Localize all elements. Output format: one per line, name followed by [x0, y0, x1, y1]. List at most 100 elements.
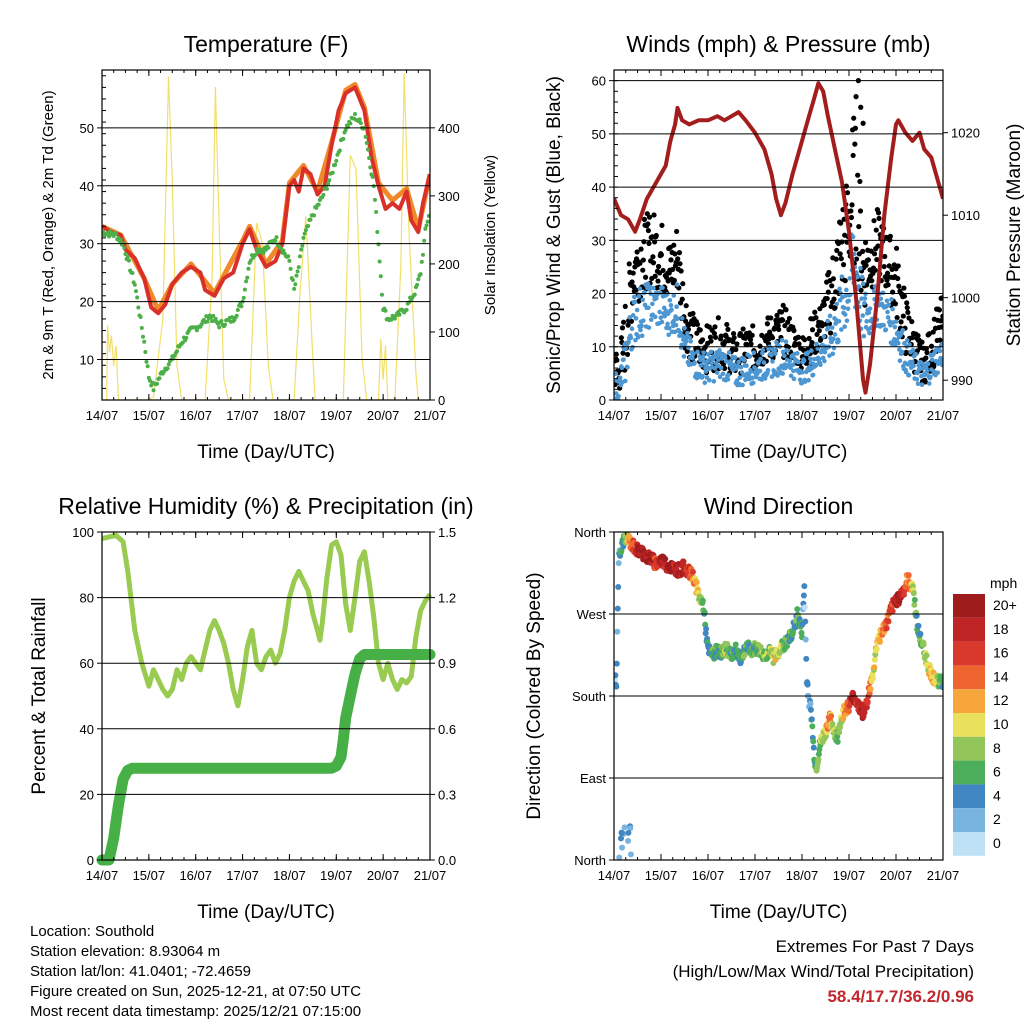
gust-point: [853, 256, 860, 262]
gust-point: [816, 328, 822, 334]
gust-point: [712, 324, 718, 330]
wind_direction-ytick-label: East: [580, 771, 606, 786]
direction-point: [741, 651, 748, 658]
wind-point: [855, 274, 860, 280]
winds-xtick-label: 17/07: [739, 408, 772, 423]
wind-point: [902, 340, 907, 346]
wind-point: [725, 377, 731, 382]
colorbar-label: 14: [993, 668, 1009, 684]
dewpoint-point: [235, 308, 240, 313]
winds-ytick-label: 0: [599, 393, 606, 408]
dewpoint-point: [144, 359, 149, 364]
dewpoint-point: [132, 282, 137, 287]
wind-point: [625, 365, 630, 370]
direction-point: [877, 638, 884, 645]
dewpoint-point: [426, 213, 430, 218]
wind-point: [904, 338, 910, 343]
dewpoint-point: [287, 258, 292, 263]
dewpoint-point: [302, 231, 307, 236]
direction-point: [680, 558, 687, 565]
wind-point: [842, 312, 848, 317]
wind-point: [708, 349, 714, 355]
wind_direction-xtick-label: 17/07: [739, 868, 772, 883]
direction-point: [798, 629, 805, 636]
direction-point: [701, 609, 708, 616]
wind_direction-axes: Wind DirectionNorthEastSouthWestNorth14/…: [524, 493, 959, 923]
colorbar-swatch: [953, 832, 985, 856]
gust-point: [896, 283, 902, 289]
direction-point: [815, 756, 822, 763]
gust-point: [833, 256, 839, 262]
gust-point: [614, 357, 620, 363]
direction-point: [703, 625, 710, 632]
solar-insolation-line: [106, 73, 419, 400]
extremes-title: Extremes For Past 7 Days: [775, 937, 974, 956]
wind-point: [790, 362, 796, 368]
gust-point: [625, 322, 631, 328]
dewpoint-point: [424, 223, 429, 228]
wind-point: [838, 327, 844, 332]
gust-point: [795, 334, 802, 340]
dewpoint-point: [114, 231, 119, 236]
wind-point: [674, 304, 679, 310]
gust-point: [638, 246, 644, 252]
colorbar-swatch: [953, 689, 985, 713]
wind-point: [856, 284, 862, 289]
wind_direction-xtick-label: 14/07: [598, 868, 631, 883]
gust-point: [620, 319, 627, 325]
gust-point: [697, 327, 703, 333]
humidity-xtick-label: 17/07: [226, 868, 259, 883]
wind-point: [884, 298, 890, 304]
dewpoint-point: [337, 148, 342, 153]
winds-y2tick-label: 990: [951, 373, 973, 388]
direction-point: [889, 608, 896, 615]
temperature-ytick-label: 40: [80, 179, 94, 194]
gust-point: [893, 245, 900, 251]
dewpoint-point: [296, 265, 301, 270]
wind-point: [740, 382, 745, 388]
wind-point: [796, 359, 801, 365]
wind-point: [717, 374, 723, 380]
gust-point: [894, 315, 900, 321]
wind-point: [700, 354, 706, 360]
wind-point: [867, 306, 873, 311]
wind_direction-xtick-label: 16/07: [692, 868, 725, 883]
direction-point: [836, 729, 843, 736]
gust-point: [842, 278, 848, 284]
dewpoint-point: [301, 235, 306, 240]
wind-point: [769, 352, 774, 358]
wind-point: [878, 296, 884, 302]
dewpoint-point: [286, 254, 291, 259]
extremes-subtitle: (High/Low/Max Wind/Total Precipitation): [672, 962, 974, 981]
pressure-line: [614, 81, 943, 395]
wind-point: [846, 298, 851, 304]
wind-point: [783, 339, 789, 345]
wind-point: [726, 350, 732, 355]
wind-point: [737, 375, 743, 381]
direction-point: [883, 625, 890, 632]
wind-point: [701, 350, 706, 355]
gust-point: [679, 296, 685, 302]
humidity-y2tick-label: 1.2: [438, 591, 456, 606]
direction-point: [920, 641, 927, 648]
wind-point: [919, 382, 925, 388]
wind-point: [829, 325, 835, 330]
gust-point: [699, 337, 706, 343]
direction-plot: [614, 532, 943, 860]
gust-point: [769, 335, 776, 341]
gust-point: [707, 334, 714, 340]
dewpoint-point: [138, 315, 143, 320]
gust-point: [900, 313, 906, 319]
wind-point: [915, 370, 920, 376]
speed-colorbar: mph 20+ 18 16 14 12 10 8 6 4 2 0: [953, 575, 1017, 856]
wind-point: [910, 359, 915, 365]
wind-point: [911, 363, 916, 369]
wind-point: [915, 381, 921, 387]
temperature-xtick-label: 17/07: [226, 408, 259, 423]
dewpoint-point: [374, 209, 379, 214]
gust-point: [891, 262, 897, 268]
dewpoint-point: [130, 270, 135, 275]
colorbar-label: 12: [993, 692, 1009, 708]
gust-point: [858, 104, 864, 110]
gust-point: [670, 266, 676, 273]
